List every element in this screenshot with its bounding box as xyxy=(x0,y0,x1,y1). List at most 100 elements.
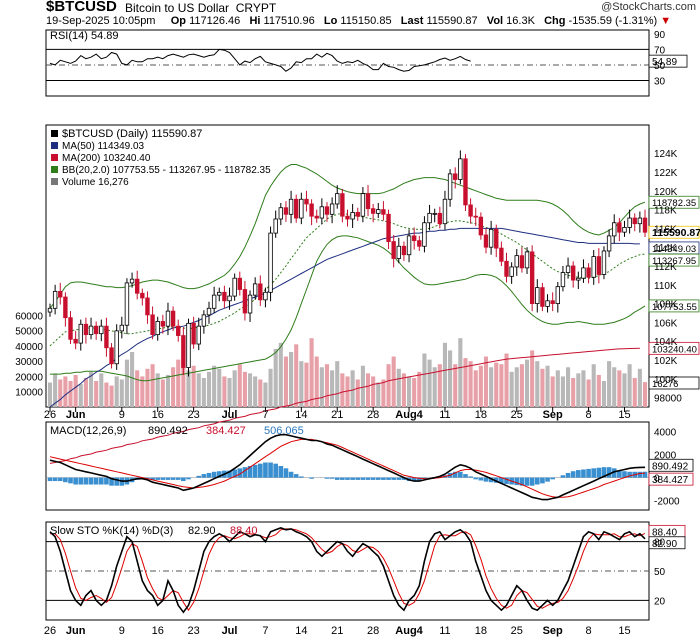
volume-bar xyxy=(222,376,227,407)
volume-bar xyxy=(489,367,494,407)
volume-axis-label: 60000 xyxy=(15,311,43,322)
volume-bar xyxy=(478,365,483,407)
macd-histogram-bar xyxy=(601,467,607,478)
x-axis-label-bottom: 11 xyxy=(439,625,450,637)
x-axis-label: Jul xyxy=(222,409,238,421)
copyright-label[interactable]: @StockCharts.com xyxy=(601,1,696,13)
macd-right-badge xyxy=(648,458,694,472)
x-axis-label-bottom: Aug4 xyxy=(395,625,423,637)
price-y-tick-label: 110K xyxy=(654,281,677,292)
volume-bar xyxy=(427,359,432,407)
macd-histogram-bar xyxy=(340,477,345,480)
macd-histogram-bar xyxy=(483,477,489,482)
x-axis-label: 11 xyxy=(439,409,450,421)
volume-bar xyxy=(453,364,458,407)
volume-bar xyxy=(206,371,212,407)
candle-down xyxy=(386,213,391,242)
volume-axis-label: 10000 xyxy=(15,388,43,399)
x-axis-label: 18 xyxy=(475,409,487,421)
candle-down xyxy=(632,217,637,225)
volume-bar xyxy=(437,364,442,407)
price-y-tick-label: 122K xyxy=(654,168,678,179)
candle-up xyxy=(232,277,237,297)
macd-legend-value: 384.427 xyxy=(206,425,246,437)
volume-bar xyxy=(294,344,299,407)
candle-up xyxy=(601,250,607,275)
price-y-tick-label: 116K xyxy=(654,224,677,235)
price-right-label: 113267.95 xyxy=(652,256,696,267)
legend-swatch xyxy=(51,130,58,137)
volume-bar xyxy=(196,373,201,407)
volume-bar xyxy=(601,381,607,407)
candle-up xyxy=(252,283,258,296)
candle-up xyxy=(606,235,612,252)
x-axis-label: 25 xyxy=(511,409,523,421)
candle-up xyxy=(458,158,463,180)
ma200-line xyxy=(49,347,640,464)
candle-up xyxy=(273,218,278,234)
macd-histogram-bar xyxy=(145,477,150,479)
price-right-label: 103240.40 xyxy=(652,344,697,355)
sto-k-line xyxy=(49,527,646,614)
volume-bar xyxy=(422,353,427,407)
candle-down xyxy=(417,240,422,247)
macd-histogram-bar xyxy=(104,477,109,485)
rsi-last-value-label: 54.89 xyxy=(652,57,677,68)
volume-bar xyxy=(350,370,355,407)
macd-histogram-bar xyxy=(278,466,284,478)
volume-bar xyxy=(494,362,499,407)
macd-histogram-bar xyxy=(617,470,622,478)
candle-up xyxy=(514,255,519,268)
macd-histogram-bar xyxy=(257,463,263,478)
candle-up xyxy=(88,325,94,336)
candle-down xyxy=(370,208,376,214)
macd-legend-label: MACD(12,26,9) xyxy=(50,425,126,437)
macd-histogram-bar xyxy=(386,477,391,480)
rsi-y-tick-label: 50 xyxy=(654,61,666,72)
volume-bar xyxy=(150,364,155,407)
volume-bar xyxy=(140,376,145,407)
volume-bar xyxy=(524,359,530,407)
volume-bar xyxy=(622,373,627,407)
quote-line: 19-Sep-2025 10:05pm Op 117126.46 Hi 1175… xyxy=(46,15,671,27)
volume-bar xyxy=(78,384,83,407)
candle-up xyxy=(447,173,453,200)
volume-bar xyxy=(607,361,612,407)
volume-bar xyxy=(483,356,489,407)
macd-histogram-bar xyxy=(565,472,571,478)
volume-bar xyxy=(386,364,391,407)
candle-up xyxy=(581,267,586,279)
volume-bar xyxy=(324,364,330,407)
rsi-y-tick-label: 70 xyxy=(654,45,666,56)
legend-swatch xyxy=(51,166,58,173)
candle-up xyxy=(576,277,581,281)
candle-up xyxy=(591,256,596,278)
candle-down xyxy=(324,206,330,215)
volume-bar xyxy=(217,368,222,407)
macd-histogram-bar xyxy=(545,477,550,482)
candle-up xyxy=(196,325,201,345)
price-y-tick-label: 98000 xyxy=(654,394,682,405)
candle-up xyxy=(524,251,530,269)
candle-up xyxy=(427,212,432,224)
macd-histogram-bar xyxy=(263,462,268,478)
volume-bar xyxy=(632,377,637,407)
price-right-label: 16276 xyxy=(652,379,678,390)
volume-value: 16.3K xyxy=(506,15,535,27)
description-text: Bitcoin to US Dollar xyxy=(125,1,230,15)
ticker-symbol[interactable]: $BTCUSD xyxy=(46,0,117,15)
candle-up xyxy=(509,266,514,277)
macd-histogram-bar xyxy=(488,477,494,483)
macd-legend-value: 506.065 xyxy=(264,425,304,437)
volume-bar xyxy=(407,376,412,407)
x-axis-label-bottom: 28 xyxy=(367,625,379,637)
macd-histogram-bar xyxy=(175,477,181,480)
volume-bar xyxy=(130,351,135,407)
macd-legend-value: 890.492 xyxy=(148,425,188,437)
x-axis-label: 7 xyxy=(262,409,268,421)
volume-bar xyxy=(396,368,401,407)
volume-bar xyxy=(401,373,406,407)
candle-up xyxy=(278,207,284,220)
